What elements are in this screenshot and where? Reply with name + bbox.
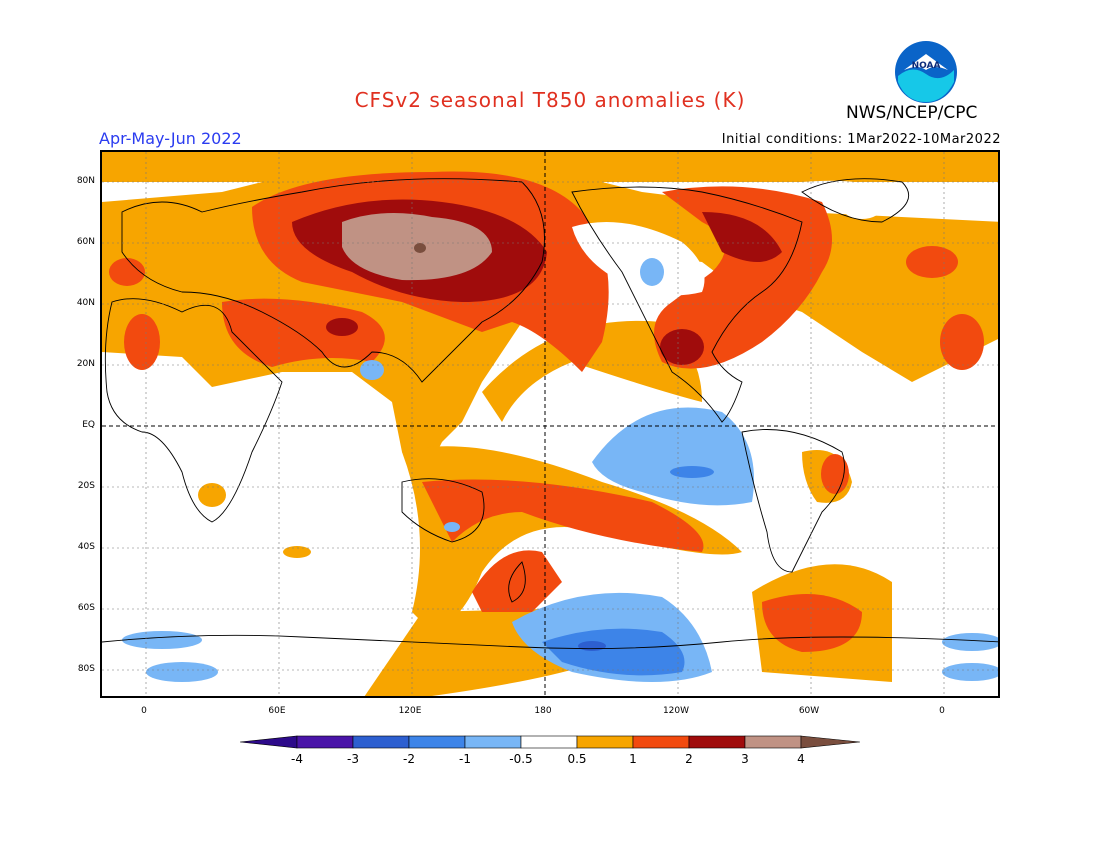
lat-label: 80S [77, 664, 95, 674]
colorbar-label: -2 [403, 752, 415, 766]
noaa-logo-icon: NOAA [895, 41, 957, 103]
colorbar-swatch [296, 735, 354, 749]
color-scale-bar [240, 735, 860, 749]
lat-label: 40N [76, 298, 95, 308]
lat-label: 60S [77, 603, 95, 613]
colorbar-swatch [576, 735, 634, 749]
season-label: Apr-May-Jun 2022 [99, 129, 242, 148]
lon-label: 0 [939, 706, 945, 716]
lat-label: 80N [76, 176, 95, 186]
map-title: CFSv2 seasonal T850 anomalies (K) [354, 88, 746, 112]
colorbar-arrow-low [240, 735, 298, 749]
initial-conditions-label: Initial conditions: 1Mar2022-10Mar2022 [721, 132, 1001, 147]
colorbar-swatch [464, 735, 522, 749]
colorbar-label: -3 [347, 752, 359, 766]
lon-label: 120W [662, 706, 690, 716]
lat-label: 60N [76, 237, 95, 247]
svg-text:NOAA: NOAA [912, 61, 941, 71]
anomaly-band-white [572, 180, 892, 296]
colorbar-label: 0.5 [567, 752, 587, 766]
lon-label: 0 [141, 706, 147, 716]
lat-label: 40S [77, 542, 95, 552]
colorbar-arrow-high [800, 735, 860, 749]
lon-label: 60E [268, 706, 286, 716]
agency-label: NWS/NCEP/CPC [846, 103, 978, 123]
colorbar-label: -1 [459, 752, 471, 766]
anomaly-peak [414, 243, 426, 253]
colorbar-label: 3 [741, 752, 749, 766]
lon-label: 180 [534, 706, 552, 716]
colorbar-label: 4 [797, 752, 805, 766]
anomaly-band-darkblue [578, 641, 606, 651]
anomaly-band-blue [542, 466, 714, 676]
colorbar-swatch [688, 735, 746, 749]
colorbar-label: -4 [291, 752, 303, 766]
colorbar-swatch [408, 735, 466, 749]
lat-label: 20N [76, 359, 95, 369]
lat-label: 20S [77, 481, 95, 491]
grid-lines [102, 152, 998, 696]
lon-label: 120E [398, 706, 422, 716]
colorbar-label: 1 [629, 752, 637, 766]
anomaly-field [102, 152, 998, 696]
lat-label: EQ [82, 420, 95, 430]
anomaly-map [100, 150, 1000, 698]
colorbar-label: 2 [685, 752, 693, 766]
lon-label: 60W [798, 706, 820, 716]
coastlines [102, 178, 998, 650]
colorbar-swatch [352, 735, 410, 749]
colorbar-swatch [632, 735, 690, 749]
colorbar-label: -0.5 [509, 752, 533, 766]
colorbar-swatch [744, 735, 802, 749]
colorbar-swatch [520, 735, 578, 749]
